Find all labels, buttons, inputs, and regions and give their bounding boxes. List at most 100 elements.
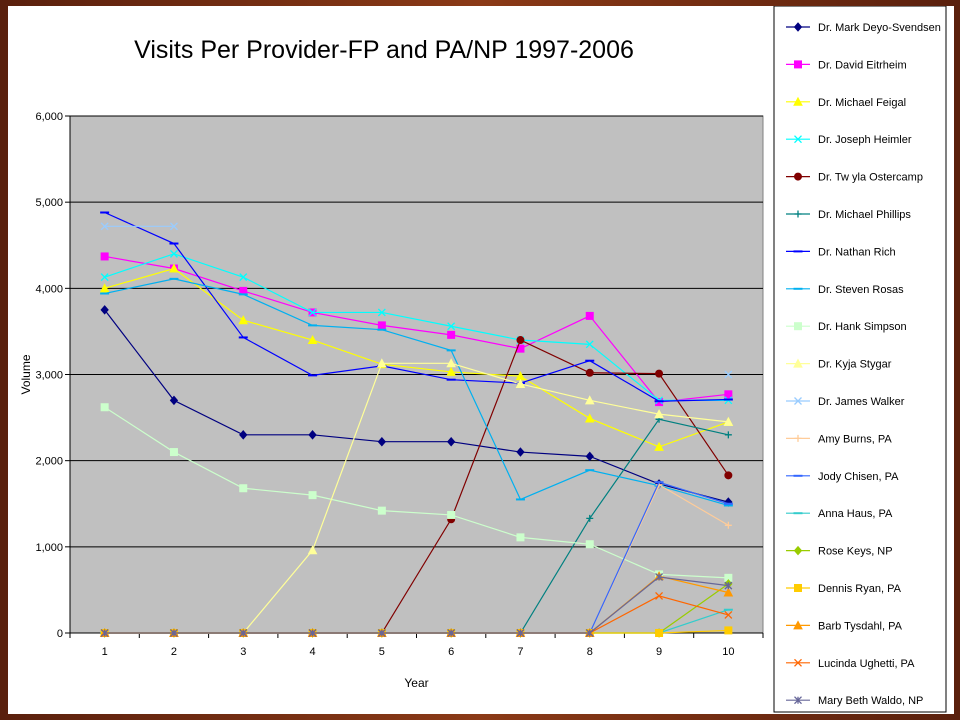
data-point xyxy=(655,573,664,581)
x-tick-label: 3 xyxy=(240,646,246,658)
legend-item: Anna Haus, PA xyxy=(786,508,893,520)
data-point xyxy=(447,330,456,339)
data-point xyxy=(377,321,386,330)
data-point xyxy=(169,395,179,406)
legend-item: Jody Chisen, PA xyxy=(786,471,899,483)
legend-label: Jody Chisen, PA xyxy=(818,471,899,483)
data-point xyxy=(100,305,109,315)
legend-label: Dr. David Eitrheim xyxy=(818,59,907,71)
data-point xyxy=(447,322,456,331)
legend-item: Dr. Nathan Rich xyxy=(786,246,896,258)
data-point xyxy=(585,540,594,549)
y-tick-label: 1,000 xyxy=(35,542,63,554)
data-point xyxy=(100,252,109,261)
x-tick-label: 2 xyxy=(171,646,177,658)
legend-item: Dr. Kyja Stygar xyxy=(786,358,892,371)
legend-label: Dr. Michael Phillips xyxy=(818,209,911,221)
data-point xyxy=(584,395,595,405)
slide: Visits Per Provider-FP and PA/NP 1997-20… xyxy=(8,6,954,714)
series-11 xyxy=(100,222,733,379)
data-point xyxy=(239,273,248,282)
data-point xyxy=(724,431,732,439)
legend-item: Dr. James Walker xyxy=(786,396,905,408)
data-point xyxy=(724,581,733,590)
series-line xyxy=(104,253,729,401)
x-tick-label: 5 xyxy=(379,646,385,658)
legend-item: Lucinda Ughetti, PA xyxy=(786,658,915,670)
series-line xyxy=(104,278,729,507)
data-point xyxy=(377,436,387,447)
legend-marker xyxy=(793,22,803,32)
legend-box xyxy=(773,6,947,713)
data-point xyxy=(239,430,248,440)
data-point xyxy=(724,610,733,619)
legend-label: Barb Tysdahl, PA xyxy=(818,620,903,632)
x-tick-label: 4 xyxy=(309,646,315,658)
series-line xyxy=(104,309,729,503)
y-tick-label: 6,000 xyxy=(35,111,63,123)
legend-item: Dr. Steven Rosas xyxy=(786,284,904,296)
legend-label: Lucinda Ughetti, PA xyxy=(818,658,915,670)
chart-title: Visits Per Provider-FP and PA/NP 1997-20… xyxy=(134,36,634,64)
legend-label: Dr. Hank Simpson xyxy=(818,321,907,333)
data-point xyxy=(724,626,733,635)
data-point xyxy=(446,358,456,368)
legend-item: Dr. Joseph Heimler xyxy=(786,134,912,146)
data-point xyxy=(585,340,594,349)
data-point xyxy=(169,629,178,637)
legend-label: Mary Beth Waldo, NP xyxy=(818,695,923,707)
x-tick-label: 10 xyxy=(722,646,734,658)
series-line xyxy=(104,576,729,634)
data-point xyxy=(585,451,594,462)
legend-label: Amy Burns, PA xyxy=(818,433,892,445)
data-point xyxy=(654,409,664,419)
legend-marker xyxy=(794,696,802,705)
data-point xyxy=(724,521,732,529)
data-point xyxy=(100,222,109,231)
legend-marker xyxy=(794,397,802,405)
data-point xyxy=(239,484,248,493)
data-point xyxy=(239,629,248,637)
legend-marker xyxy=(793,620,803,630)
data-point xyxy=(307,545,318,555)
data-point xyxy=(308,430,317,440)
data-point xyxy=(724,370,733,379)
x-tick-label: 6 xyxy=(448,646,454,658)
x-tick-label: 9 xyxy=(656,646,662,658)
data-point xyxy=(169,263,179,273)
data-point xyxy=(655,629,664,637)
y-tick-label: 0 xyxy=(57,628,63,640)
data-point xyxy=(655,369,664,378)
legend-label: Dr. Steven Rosas xyxy=(818,284,904,296)
line-chart: Visits Per Provider-FP and PA/NP 1997-20… xyxy=(19,6,947,713)
data-point xyxy=(516,336,525,345)
data-point xyxy=(100,629,109,637)
legend-item: Rose Keys, NP xyxy=(786,546,893,558)
legend-label: Dr. Mark Deyo-Svendsen xyxy=(818,22,941,34)
data-point xyxy=(447,510,456,519)
data-point xyxy=(238,315,249,325)
data-point xyxy=(447,629,456,637)
legend-item: Amy Burns, PA xyxy=(786,433,892,445)
legend-marker xyxy=(794,322,802,331)
legend-item: Dr. David Eitrheim xyxy=(786,59,907,71)
series-line xyxy=(104,211,729,402)
legend-item: Dr. Mark Deyo-Svendsen xyxy=(786,22,941,34)
data-point xyxy=(723,416,734,426)
data-point xyxy=(585,368,594,377)
data-point xyxy=(723,587,734,597)
data-point xyxy=(585,311,594,320)
series-1 xyxy=(100,305,733,507)
legend-label: Dennis Ryan, PA xyxy=(818,583,902,595)
data-point xyxy=(516,629,525,637)
legend-label: Dr. James Walker xyxy=(818,396,905,408)
y-tick-label: 3,000 xyxy=(35,370,63,382)
data-point xyxy=(307,334,318,345)
data-point xyxy=(377,506,386,515)
data-point xyxy=(446,436,456,447)
series-8 xyxy=(100,277,733,507)
data-point xyxy=(377,358,387,368)
legend-item: Dr. Hank Simpson xyxy=(786,321,907,333)
series-line xyxy=(104,267,729,448)
legend-marker xyxy=(794,658,802,667)
